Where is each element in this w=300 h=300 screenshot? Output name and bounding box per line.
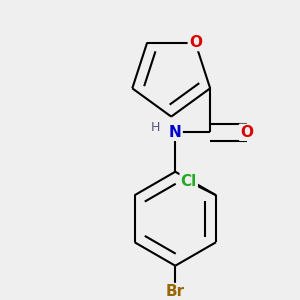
Text: O: O bbox=[240, 125, 253, 140]
Text: H: H bbox=[151, 121, 160, 134]
Text: Br: Br bbox=[166, 284, 185, 299]
Text: O: O bbox=[189, 35, 202, 50]
Text: N: N bbox=[169, 125, 182, 140]
Text: Cl: Cl bbox=[181, 174, 197, 189]
